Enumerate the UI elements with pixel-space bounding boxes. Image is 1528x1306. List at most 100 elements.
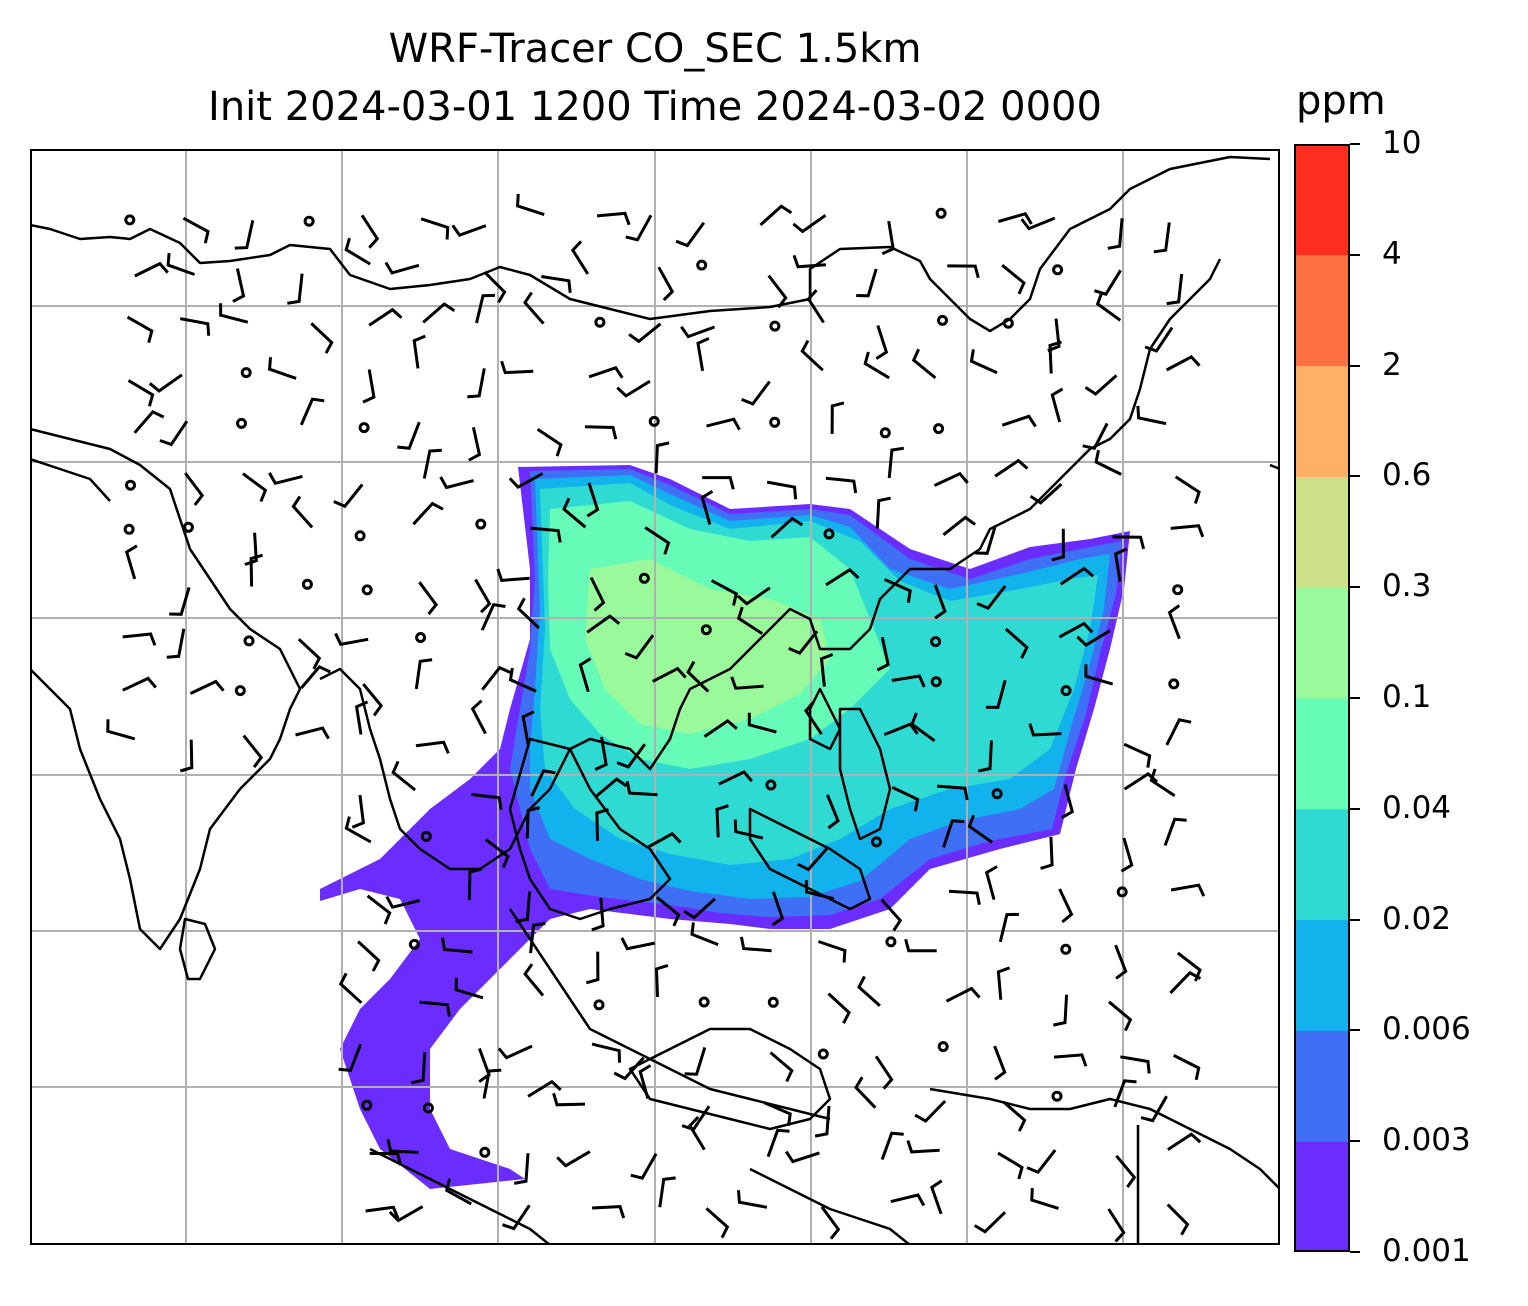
wind-barb <box>454 977 484 1000</box>
wind-barb <box>947 264 980 279</box>
wind-barb <box>804 880 835 901</box>
wind-barb <box>702 476 735 490</box>
calm-wind-circle <box>769 320 781 332</box>
wind-barb <box>360 214 380 249</box>
wind-barb <box>736 586 771 606</box>
wind-barb <box>122 632 157 646</box>
calm-wind-circle <box>361 1099 373 1111</box>
wind-barb <box>814 1105 831 1138</box>
wind-barb <box>1140 1095 1168 1123</box>
calm-wind-circle <box>123 523 135 535</box>
wind-barb <box>949 889 981 906</box>
wind-barb <box>883 722 919 736</box>
wind-barb <box>589 576 606 612</box>
wind-barb <box>1030 1187 1059 1210</box>
wind-barb <box>1059 566 1095 586</box>
calm-wind-circle <box>769 416 781 428</box>
calm-wind-circle <box>358 422 370 434</box>
wind-barb <box>310 322 334 354</box>
wind-barb <box>881 220 895 256</box>
colorbar-canvas <box>1294 144 1350 1253</box>
wind-barb <box>502 1204 531 1231</box>
wind-barb <box>985 679 1007 709</box>
wind-barb <box>997 1151 1024 1180</box>
wind-barb <box>825 567 860 587</box>
wind-barb <box>420 217 450 240</box>
wind-barb <box>655 896 681 927</box>
map-title-line-2: Init 2024-03-01 1200 Time 2024-03-02 000… <box>208 84 1102 130</box>
wind-barb <box>890 1193 926 1207</box>
wind-barb <box>967 814 994 844</box>
wind-barb <box>384 261 420 275</box>
colorbar-tick <box>1350 586 1360 589</box>
calm-wind-circle <box>234 685 246 697</box>
colorbar-tick-label: 0.3 <box>1382 568 1432 605</box>
wind-barb <box>826 794 840 830</box>
wind-barb <box>1026 1149 1057 1175</box>
wind-barb <box>244 532 258 566</box>
wind-barb <box>1082 422 1109 451</box>
wind-barb <box>784 1150 820 1164</box>
wind-barb <box>422 302 456 324</box>
colorbar-tick <box>1350 253 1360 256</box>
colorbar-segment <box>1294 698 1350 810</box>
colorbar-tick <box>1350 1140 1360 1143</box>
wind-barb <box>368 307 403 327</box>
calm-wind-circle <box>930 636 942 648</box>
calm-wind-circle <box>420 830 432 842</box>
map-title-line-1: WRF-Tracer CO_SEC 1.5km <box>388 26 922 72</box>
wind-barb <box>792 214 827 234</box>
wind-barb <box>468 426 482 462</box>
wind-barb <box>883 578 912 603</box>
wind-barb <box>1028 723 1062 737</box>
wind-barb <box>242 472 268 503</box>
wind-barb <box>482 1068 502 1099</box>
calm-wind-circle <box>243 635 255 647</box>
wind-barb <box>242 734 264 768</box>
wind-barb <box>594 736 608 771</box>
wind-barb <box>562 497 587 529</box>
wind-barb <box>1084 374 1118 396</box>
wind-barb <box>412 501 444 526</box>
wind-barb <box>586 482 600 518</box>
wind-barb <box>998 912 1019 943</box>
wind-barb <box>700 490 714 525</box>
wind-barb <box>730 676 764 690</box>
map-panel <box>29 149 1281 1246</box>
wind-barb <box>625 214 653 242</box>
wind-barb <box>854 1076 877 1109</box>
wind-barb <box>334 632 369 646</box>
colorbar-tick-label: 10 <box>1382 125 1422 161</box>
wind-barb <box>467 368 486 399</box>
colorbar-tick <box>1350 918 1360 921</box>
wind-barb <box>184 472 205 506</box>
wind-barb <box>1107 1208 1126 1243</box>
wind-barb <box>1050 387 1064 423</box>
wind-barb <box>179 317 211 336</box>
wind-barb <box>945 986 981 1003</box>
calm-wind-circle <box>1168 678 1180 690</box>
wind-barb <box>385 895 421 909</box>
wind-barb <box>1120 837 1134 873</box>
wind-barb <box>249 553 264 587</box>
wind-barb <box>997 212 1033 225</box>
wind-barb <box>763 1101 792 1126</box>
wind-barb <box>516 193 545 217</box>
wind-barb <box>523 963 545 997</box>
calm-wind-circle <box>1060 685 1072 697</box>
colorbar-tick-label: 0.02 <box>1382 900 1452 937</box>
wind-barb <box>414 658 433 690</box>
wind-barb <box>556 1150 591 1168</box>
wind-barb <box>388 1205 424 1223</box>
colorbar-tick-label: 0.1 <box>1382 679 1432 715</box>
colorbar-tick-label: 0.04 <box>1382 789 1452 826</box>
wind-barb <box>1149 768 1176 798</box>
wind-barb <box>1107 218 1124 250</box>
wind-barb <box>570 240 590 275</box>
wind-barb <box>515 891 532 923</box>
wind-barb <box>291 495 314 529</box>
calm-wind-circle <box>700 624 712 636</box>
wind-barb <box>521 710 535 745</box>
wind-barb <box>1153 222 1171 254</box>
wind-barb <box>1123 742 1152 768</box>
